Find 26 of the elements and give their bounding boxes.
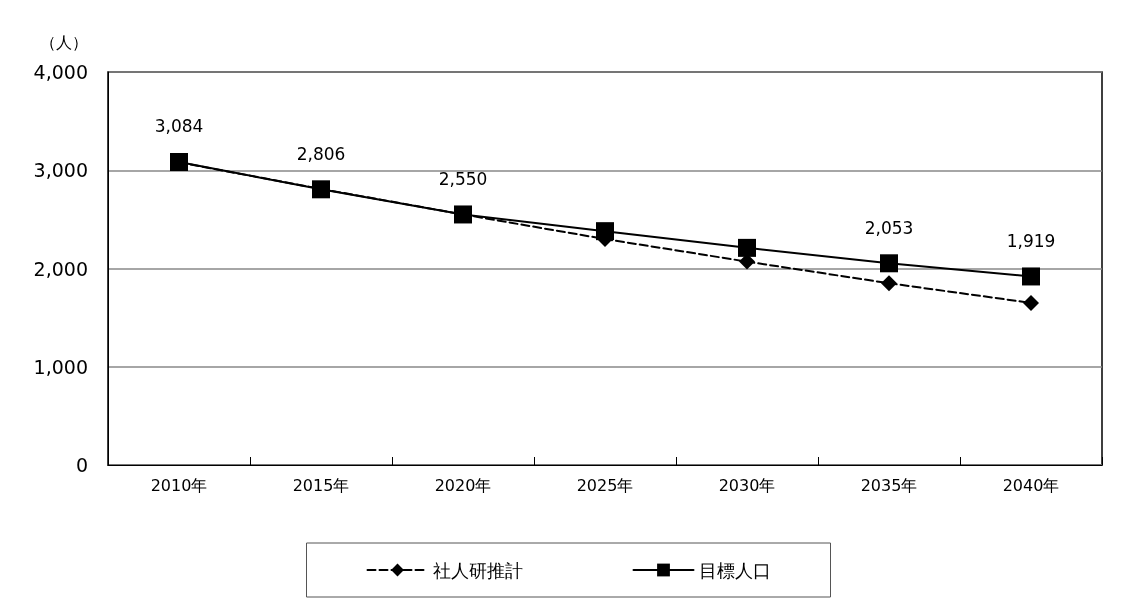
data-label: 2,550: [438, 168, 488, 189]
x-tick-label: 2025年: [576, 475, 634, 495]
point: [1022, 267, 1040, 286]
point: [738, 238, 756, 257]
y-tick-label: 3,000: [33, 159, 88, 182]
point: [1023, 294, 1039, 311]
point: [596, 222, 614, 241]
x-tick-label: 2040年: [1002, 475, 1060, 495]
data-label: 3,084: [154, 116, 204, 137]
data-label: 1,919: [1006, 230, 1056, 251]
x-tick-label: 2020年: [434, 475, 492, 495]
legend-label: 目標人口: [698, 559, 771, 581]
x-tick-label: 2015年: [292, 475, 350, 495]
x-tick-label: 2035年: [860, 475, 918, 495]
y-tick-label: 4,000: [33, 61, 88, 83]
data-label: 2,806: [296, 143, 346, 164]
y-axis-title: （人）: [40, 32, 88, 52]
y-tick-label: 2,000: [33, 257, 88, 280]
point: [881, 275, 897, 292]
x-tick-label: 2010年: [150, 475, 208, 495]
legend-label: 社人研推計: [432, 559, 523, 581]
point: [880, 254, 898, 273]
y-tick-label: 0: [75, 454, 88, 476]
data-label: 2,053: [864, 217, 914, 238]
y-tick-label: 1,000: [33, 355, 88, 378]
x-tick-label: 2030年: [718, 475, 776, 495]
